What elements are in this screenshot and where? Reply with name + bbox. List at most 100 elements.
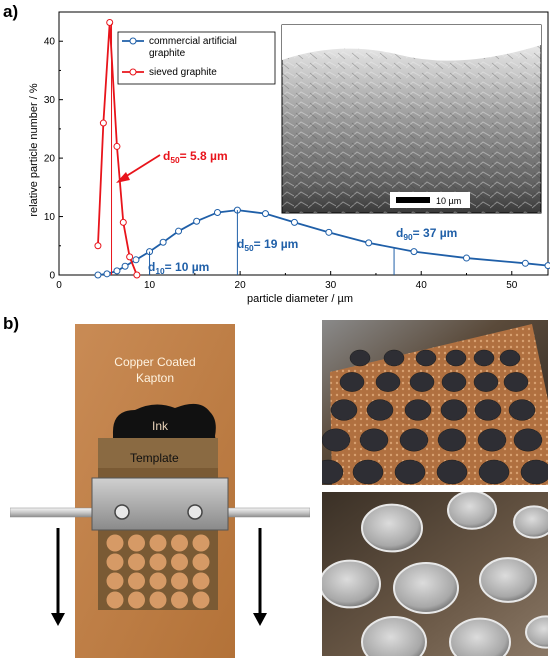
empty-hole <box>192 591 210 609</box>
particle-size-chart: 0 10 20 30 40 50 0 10 20 30 40 10 µm d50= 5.8 µm d1… <box>28 11 550 305</box>
photo-hole <box>441 372 467 392</box>
data-point <box>290 218 298 226</box>
empty-hole <box>171 534 188 552</box>
x-tick-label: 20 <box>235 280 247 291</box>
photo-hole <box>478 459 510 485</box>
photo-hole <box>394 459 426 485</box>
data-point <box>94 271 102 279</box>
squeegee <box>91 477 229 531</box>
photo-hole <box>474 399 502 421</box>
photo-hole <box>404 399 432 421</box>
annotation-d50: d50= 19 µm <box>237 237 298 253</box>
photo-hole <box>436 459 468 485</box>
photo-hole <box>330 399 358 421</box>
printed-disc <box>393 562 459 614</box>
data-point <box>119 218 127 226</box>
y-tick-label: 30 <box>44 95 56 106</box>
photo-hole <box>513 428 543 452</box>
data-point <box>94 242 102 250</box>
legend: commercial artificial graphite sieved grap… <box>117 31 276 85</box>
rod-left <box>9 507 106 518</box>
data-point <box>365 239 373 247</box>
photo-hole <box>322 459 344 485</box>
photo-hole <box>366 399 394 421</box>
y-tick-label: 0 <box>49 271 55 282</box>
photo-hole <box>349 349 371 367</box>
empty-hole <box>192 553 210 571</box>
empty-hole <box>149 534 167 552</box>
empty-hole <box>149 591 167 609</box>
printed-disc <box>361 503 423 553</box>
template-label: Template <box>130 451 179 465</box>
annotation-d10: d10= 10 µm <box>148 260 209 276</box>
data-point <box>121 262 129 270</box>
plot-border <box>58 11 549 276</box>
photo-hole <box>409 372 435 392</box>
data-point <box>463 254 470 262</box>
substrate-label: Copper Coated <box>114 355 195 369</box>
panel-label-b: b) <box>3 314 20 333</box>
ink-label: Ink <box>152 419 169 433</box>
empty-hole <box>171 572 188 590</box>
printed-disc <box>449 617 511 656</box>
arrow-head-icon <box>116 172 130 183</box>
photo-template-on-copper <box>322 320 548 485</box>
axis-ticks: 0 10 20 30 40 50 0 10 20 30 40 <box>44 37 518 291</box>
x-tick-label: 10 <box>144 280 156 291</box>
annotation-sieved_d50: d50= 5.8 µm <box>163 149 228 165</box>
screw-right <box>187 504 203 520</box>
photo-hole <box>383 349 405 367</box>
legend-label-0: commercial artificial graphite <box>149 36 237 59</box>
arrow-down-left-icon <box>51 528 65 626</box>
screw-left <box>114 504 130 520</box>
data-point <box>133 271 141 279</box>
photo-hole <box>415 349 437 367</box>
x-axis-label: particle diameter / µm <box>247 293 353 305</box>
x-tick-label: 0 <box>56 280 62 291</box>
printed-disc <box>447 492 497 530</box>
data-point <box>325 228 333 236</box>
photo-hole <box>339 372 365 392</box>
y-axis-label: relative particle number / % <box>28 83 40 216</box>
printed-disc <box>322 559 381 609</box>
printed-disc <box>525 615 548 649</box>
data-point <box>261 210 269 218</box>
legend-box <box>117 31 276 85</box>
empty-hole <box>106 572 124 590</box>
empty-hole <box>149 572 167 590</box>
photo-hole <box>322 428 351 452</box>
annotation-arrow <box>124 154 161 178</box>
ink-blob <box>112 403 216 442</box>
annotation-layer: d50= 5.8 µm d10= 10 µm d50= 19 µm d90= 37 µ… <box>111 23 457 276</box>
plot-frame <box>58 11 549 276</box>
data-point <box>544 262 550 270</box>
arrow-down-right-icon <box>253 528 267 626</box>
photo-hole <box>437 428 467 452</box>
x-tick-label: 30 <box>325 280 337 291</box>
empty-hole <box>192 534 210 552</box>
photo-hole <box>445 349 467 367</box>
empty-hole <box>171 553 188 571</box>
empty-hole <box>106 591 124 609</box>
panel-label-a: a) <box>3 2 19 21</box>
printed-disc <box>361 616 427 656</box>
data-point <box>193 217 201 225</box>
template-holes <box>106 534 210 609</box>
photo-hole <box>508 399 536 421</box>
data-point <box>103 270 111 278</box>
printing-schematic: Copper Coated Kapton Ink Template <box>9 318 311 658</box>
photo-hole <box>503 372 529 392</box>
legend-marker-0 <box>129 37 137 45</box>
scale-bar <box>396 197 430 203</box>
series-layer <box>94 19 550 279</box>
photo-hole <box>520 459 548 485</box>
substrate-label-2: Kapton <box>136 371 174 385</box>
empty-hole <box>149 553 167 571</box>
data-point <box>175 227 183 235</box>
y-tick-label: 40 <box>44 37 56 48</box>
x-tick-label: 40 <box>416 280 428 291</box>
data-point <box>213 208 221 216</box>
legend-marker-1 <box>129 68 137 76</box>
data-point <box>159 238 167 246</box>
photo-hole <box>352 459 384 485</box>
